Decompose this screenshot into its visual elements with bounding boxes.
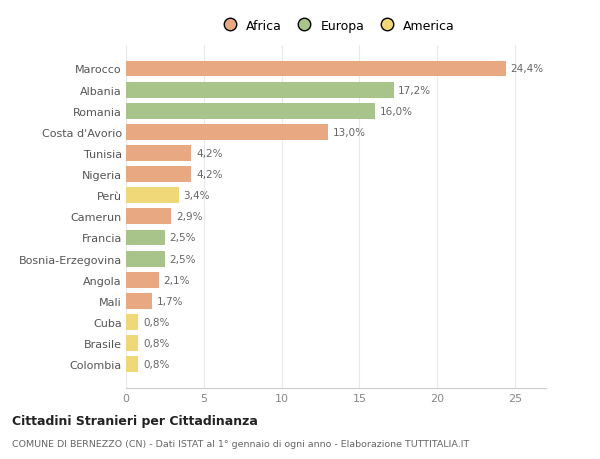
Text: 2,5%: 2,5% xyxy=(170,233,196,243)
Text: 16,0%: 16,0% xyxy=(380,106,413,117)
Text: 1,7%: 1,7% xyxy=(157,296,184,306)
Text: Cittadini Stranieri per Cittadinanza: Cittadini Stranieri per Cittadinanza xyxy=(12,414,258,428)
Bar xyxy=(126,336,139,351)
Bar xyxy=(126,104,375,119)
Bar xyxy=(126,146,191,162)
Text: 24,4%: 24,4% xyxy=(510,64,544,74)
Text: 4,2%: 4,2% xyxy=(196,149,223,159)
Bar xyxy=(126,62,506,77)
Bar xyxy=(126,188,179,204)
Text: 4,2%: 4,2% xyxy=(196,170,223,180)
Bar xyxy=(126,209,171,225)
Text: 13,0%: 13,0% xyxy=(333,128,366,138)
Text: 0,8%: 0,8% xyxy=(143,317,169,327)
Bar xyxy=(126,83,394,98)
Legend: Africa, Europa, America: Africa, Europa, America xyxy=(212,15,460,38)
Bar xyxy=(126,251,165,267)
Bar xyxy=(126,230,165,246)
Bar xyxy=(126,125,328,140)
Text: 17,2%: 17,2% xyxy=(398,85,431,95)
Text: COMUNE DI BERNEZZO (CN) - Dati ISTAT al 1° gennaio di ogni anno - Elaborazione T: COMUNE DI BERNEZZO (CN) - Dati ISTAT al … xyxy=(12,439,469,448)
Bar xyxy=(126,272,158,288)
Text: 0,8%: 0,8% xyxy=(143,359,169,369)
Text: 2,1%: 2,1% xyxy=(163,275,190,285)
Bar xyxy=(126,314,139,330)
Bar xyxy=(126,293,152,309)
Text: 2,5%: 2,5% xyxy=(170,254,196,264)
Text: 0,8%: 0,8% xyxy=(143,338,169,348)
Bar xyxy=(126,357,139,372)
Bar xyxy=(126,167,191,183)
Text: 3,4%: 3,4% xyxy=(184,191,210,201)
Text: 2,9%: 2,9% xyxy=(176,212,202,222)
